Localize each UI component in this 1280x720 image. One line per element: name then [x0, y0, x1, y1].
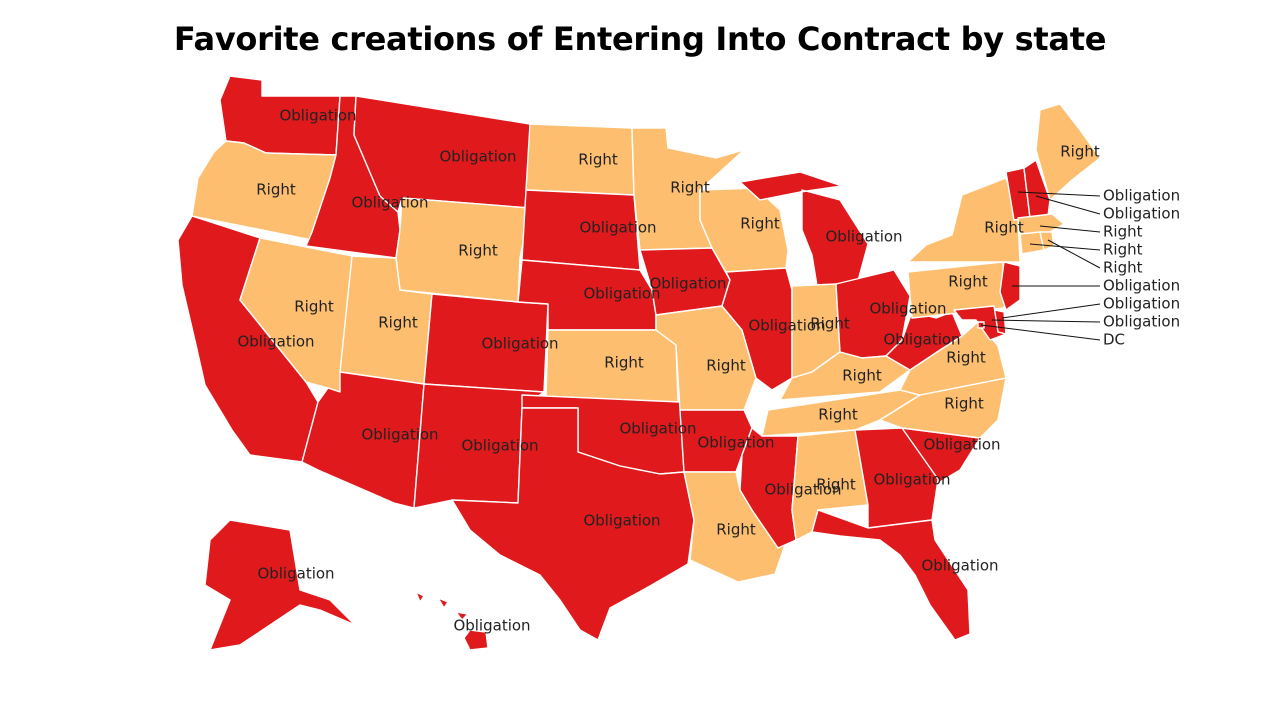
state-label-tn: Right — [818, 406, 858, 424]
leader-line-nh — [1035, 195, 1101, 215]
state-label-ky: Right — [842, 367, 882, 385]
leader-line-de — [1001, 303, 1101, 319]
state-la — [683, 471, 787, 583]
leader-line-ri — [1047, 239, 1101, 269]
state-label-ny: Right — [984, 219, 1024, 237]
state-label-il: Obligation — [748, 317, 825, 335]
state-label-wy: Right — [458, 242, 498, 260]
state-label-tx: Obligation — [583, 512, 660, 530]
state-fl — [811, 509, 971, 641]
state-label-mi: Obligation — [825, 228, 902, 246]
state-label-nd: Right — [578, 151, 618, 169]
state-label-sd: Obligation — [579, 219, 656, 237]
state-label-ar: Obligation — [697, 434, 774, 452]
leader-line-md — [991, 319, 1101, 323]
state-ks — [545, 329, 679, 403]
state-label-nj: Obligation — [1103, 277, 1180, 295]
state-me — [1035, 103, 1101, 201]
state-label-de: Obligation — [1103, 295, 1180, 313]
state-label-ms: Obligation — [764, 481, 841, 499]
state-ny — [907, 177, 1021, 263]
state-hi — [415, 591, 489, 651]
state-label-md: Obligation — [1103, 313, 1180, 331]
state-ak — [204, 519, 356, 651]
state-label-la: Right — [716, 521, 756, 539]
state-label-in: Right — [810, 315, 850, 333]
leader-line-dc — [980, 324, 1101, 341]
state-label-or: Right — [256, 181, 296, 199]
state-label-co: Obligation — [481, 335, 558, 353]
state-label-al: Right — [816, 476, 856, 494]
state-label-ct: Right — [1103, 241, 1143, 259]
state-ma — [1017, 213, 1065, 235]
leader-line-ct — [1029, 243, 1101, 251]
state-label-ok: Obligation — [619, 420, 696, 438]
state-label-ks: Right — [604, 354, 644, 372]
state-label-me: Right — [1060, 143, 1100, 161]
state-label-mn: Right — [670, 179, 710, 197]
state-label-fl: Obligation — [921, 557, 998, 575]
state-label-ma: Right — [1103, 223, 1143, 241]
state-tx — [451, 407, 695, 641]
state-label-ca: Obligation — [237, 333, 314, 351]
state-co — [423, 293, 549, 393]
state-label-wv: Obligation — [883, 331, 960, 349]
state-label-ri: Right — [1103, 259, 1143, 277]
state-label-id: Obligation — [351, 194, 428, 212]
state-label-va: Right — [946, 349, 986, 367]
state-label-ne: Obligation — [583, 285, 660, 303]
state-nj — [999, 261, 1021, 311]
state-label-nh: Obligation — [1103, 205, 1180, 223]
state-label-mo: Right — [706, 357, 746, 375]
state-label-mt: Obligation — [439, 148, 516, 166]
state-label-sc: Obligation — [923, 436, 1000, 454]
leader-line-vt — [1017, 191, 1101, 197]
state-label-ut: Right — [378, 314, 418, 332]
state-label-dc: DC — [1103, 331, 1125, 349]
state-label-wa: Obligation — [279, 107, 356, 125]
state-label-ia: Obligation — [649, 275, 726, 293]
state-label-ga: Obligation — [873, 471, 950, 489]
state-label-ak: Obligation — [257, 565, 334, 583]
state-label-nv: Right — [294, 298, 334, 316]
state-nh — [1023, 159, 1051, 219]
state-label-oh: Obligation — [869, 300, 946, 318]
state-label-vt: Obligation — [1103, 187, 1180, 205]
leader-line-ma — [1039, 225, 1101, 233]
state-label-hi: Obligation — [453, 617, 530, 635]
page-title: Favorite creations of Entering Into Cont… — [173, 20, 1107, 58]
state-label-nm: Obligation — [461, 437, 538, 455]
state-label-nc: Right — [944, 395, 984, 413]
state-il — [721, 267, 793, 391]
state-label-az: Obligation — [361, 426, 438, 444]
state-label-wi: Right — [740, 215, 780, 233]
state-label-pa: Right — [948, 273, 988, 291]
